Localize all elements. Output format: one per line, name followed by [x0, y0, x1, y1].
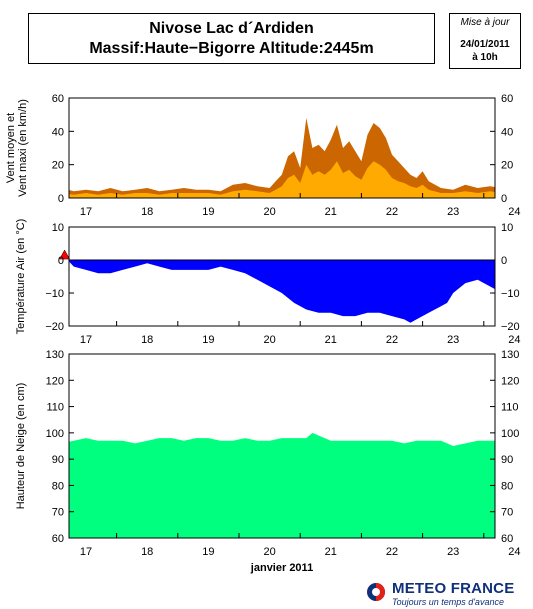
meteo-france-logo: METEO FRANCE Toujours un temps d'avance [366, 580, 531, 608]
x-tick-label: 18 [141, 334, 153, 346]
series-area-temperature [69, 260, 495, 323]
x-tick-label: 23 [447, 334, 459, 346]
x-tick-label: 22 [386, 334, 398, 346]
x-tick-label: 24 [508, 206, 520, 218]
x-tick-label: 22 [386, 546, 398, 558]
y-tick-label-left: 80 [52, 480, 64, 492]
y-tick-label-right: 90 [501, 454, 513, 466]
title-box: Nivose Lac d´Ardiden Massif:Haute−Bigorr… [28, 13, 435, 64]
current-temp-marker [59, 249, 71, 260]
update-date: 24/01/2011 [460, 39, 510, 50]
y-tick-label-right: 0 [501, 255, 507, 267]
y-tick-label-right: −10 [501, 288, 520, 300]
x-axis-label: janvier 2011 [250, 562, 313, 574]
y-tick-label-right: 80 [501, 480, 513, 492]
series-area-mean [69, 161, 495, 198]
x-tick-label: 24 [508, 546, 520, 558]
meteo-france-logo-icon [367, 583, 385, 601]
y-tick-label-left: 70 [52, 507, 64, 519]
y-tick-label-left: 60 [52, 533, 64, 545]
update-box: Mise à jour 24/01/2011 à 10h [449, 13, 521, 69]
y-tick-label-left: 0 [58, 193, 64, 205]
y-tick-label-left: 90 [52, 454, 64, 466]
y-tick-label-right: 40 [501, 126, 513, 138]
plot-frame [68, 353, 496, 539]
x-tick-label: 17 [80, 206, 92, 218]
y-tick-label-left: 0 [58, 255, 64, 267]
y-tick-label-right: 130 [501, 349, 519, 361]
x-tick-label: 18 [141, 546, 153, 558]
y-axis-label: Température Air (en °C) [15, 219, 27, 335]
y-axis-label: Vent moyen et [5, 113, 17, 183]
x-tick-label: 18 [141, 206, 153, 218]
y-tick-label-left: 120 [46, 375, 64, 387]
x-tick-label: 19 [202, 334, 214, 346]
y-tick-label-right: 110 [501, 402, 519, 414]
y-tick-label-right: 60 [501, 533, 513, 545]
x-tick-label: 20 [263, 334, 275, 346]
brand-tagline: Toujours un temps d'avance [392, 597, 504, 607]
y-tick-label-right: 100 [501, 428, 519, 440]
x-tick-label: 22 [386, 206, 398, 218]
x-tick-label: 20 [263, 546, 275, 558]
x-tick-label: 21 [325, 334, 337, 346]
x-tick-label: 17 [80, 334, 92, 346]
y-tick-label-right: 10 [501, 222, 513, 234]
y-tick-label-right: 70 [501, 507, 513, 519]
y-tick-label-left: 130 [46, 349, 64, 361]
series-area-snow [69, 432, 495, 538]
x-tick-label: 19 [202, 206, 214, 218]
y-tick-label-right: 20 [501, 160, 513, 172]
y-tick-label-left: 60 [52, 93, 64, 105]
x-tick-label: 23 [447, 546, 459, 558]
station-subtitle: Massif:Haute−Bigorre Altitude:2445m [89, 40, 374, 57]
panel-2 [59, 226, 496, 327]
y-tick-label-left: 20 [52, 160, 64, 172]
y-tick-label-left: 100 [46, 428, 64, 440]
panel-3 [68, 353, 496, 539]
y-tick-label-left: 110 [46, 402, 64, 414]
x-tick-label: 21 [325, 546, 337, 558]
brand-name: METEO FRANCE [392, 580, 515, 597]
y-tick-label-right: 0 [501, 193, 507, 205]
y-axis-label: Hauteur de Neige (en cm) [15, 383, 27, 510]
x-tick-label: 20 [263, 206, 275, 218]
x-tick-label: 23 [447, 206, 459, 218]
x-tick-label: 21 [325, 206, 337, 218]
station-title: Nivose Lac d´Ardiden [149, 20, 314, 37]
y-tick-label-left: −20 [45, 321, 64, 333]
y-tick-label-right: −20 [501, 321, 520, 333]
plot-frame [68, 97, 496, 199]
y-axis-label: Vent maxi (en km/h) [17, 99, 29, 197]
plot-frame [68, 226, 496, 327]
y-tick-label-right: 120 [501, 375, 519, 387]
update-time: à 10h [472, 52, 498, 63]
panel-1 [68, 97, 496, 199]
y-tick-label-left: 40 [52, 126, 64, 138]
y-tick-label-left: −10 [45, 288, 64, 300]
y-tick-label-left: 10 [52, 222, 64, 234]
y-tick-label-right: 60 [501, 93, 513, 105]
update-label: Mise à jour [460, 17, 510, 28]
x-tick-label: 19 [202, 546, 214, 558]
x-tick-label: 17 [80, 546, 92, 558]
x-tick-label: 24 [508, 334, 520, 346]
